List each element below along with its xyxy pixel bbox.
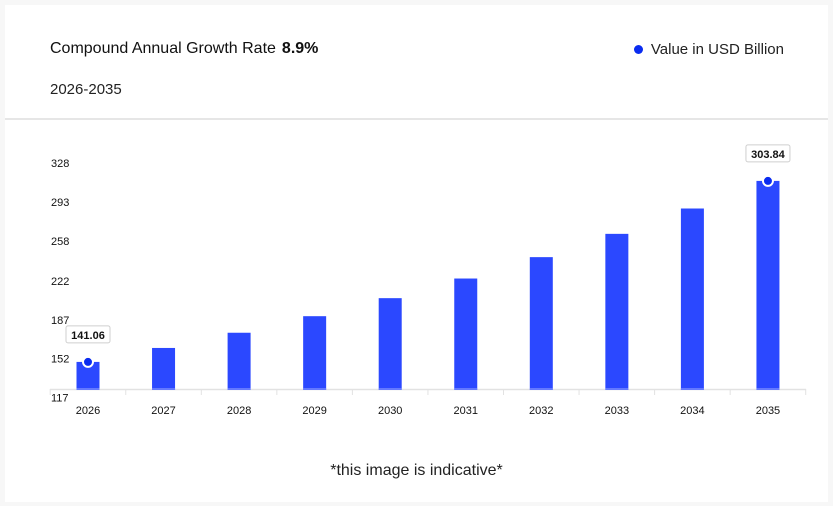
x-tick-label: 2030	[378, 405, 402, 417]
x-tick-label: 2032	[529, 405, 553, 417]
legend-dot-icon	[633, 45, 643, 54]
legend: Value in USD Billion	[633, 41, 784, 58]
chart-header-title: Compound Annual Growth Rate 8.9%	[50, 40, 318, 58]
cagr-value: 8.9%	[281, 40, 319, 57]
x-tick-label: 2033	[605, 405, 629, 417]
bar-2030	[378, 298, 402, 390]
bar-2031	[454, 278, 478, 390]
data-label: 141.06	[71, 330, 105, 342]
period-label: 2026-2035	[50, 81, 122, 98]
data-label-box	[745, 144, 791, 163]
x-tick-label: 2029	[302, 405, 326, 417]
y-tick-label: 187	[51, 315, 69, 327]
bar-2033	[605, 233, 629, 390]
y-tick-label: 117	[51, 393, 69, 405]
x-tick-label: 2031	[454, 405, 478, 417]
cagr-label: Compound Annual Growth Rate	[50, 40, 276, 57]
bar-2029	[303, 316, 327, 390]
x-tick-label: 2028	[227, 405, 251, 417]
y-tick-label: 152	[51, 354, 69, 366]
y-tick-label: 258	[51, 236, 69, 248]
y-tick-label: 328	[51, 158, 69, 170]
bar-2035	[756, 180, 780, 390]
bar-2034	[680, 208, 704, 390]
y-tick-label: 293	[51, 197, 69, 209]
data-label-box	[65, 325, 111, 344]
bar-2028	[227, 332, 251, 390]
indicative-note: *this image is indicative*	[330, 462, 503, 479]
bar-2026	[76, 361, 100, 390]
bar-2032	[529, 257, 553, 390]
legend-label: Value in USD Billion	[650, 41, 784, 58]
x-tick-label: 2027	[151, 405, 175, 417]
data-point-marker	[761, 174, 774, 187]
y-tick-label: 222	[51, 276, 69, 288]
x-tick-label: 2034	[680, 405, 704, 417]
header-divider	[5, 118, 828, 120]
data-label: 303.84	[751, 149, 786, 161]
x-tick-label: 2035	[756, 405, 780, 417]
data-point-marker	[82, 355, 94, 368]
x-tick-label: 2026	[76, 405, 100, 417]
bar-2027	[152, 347, 176, 390]
